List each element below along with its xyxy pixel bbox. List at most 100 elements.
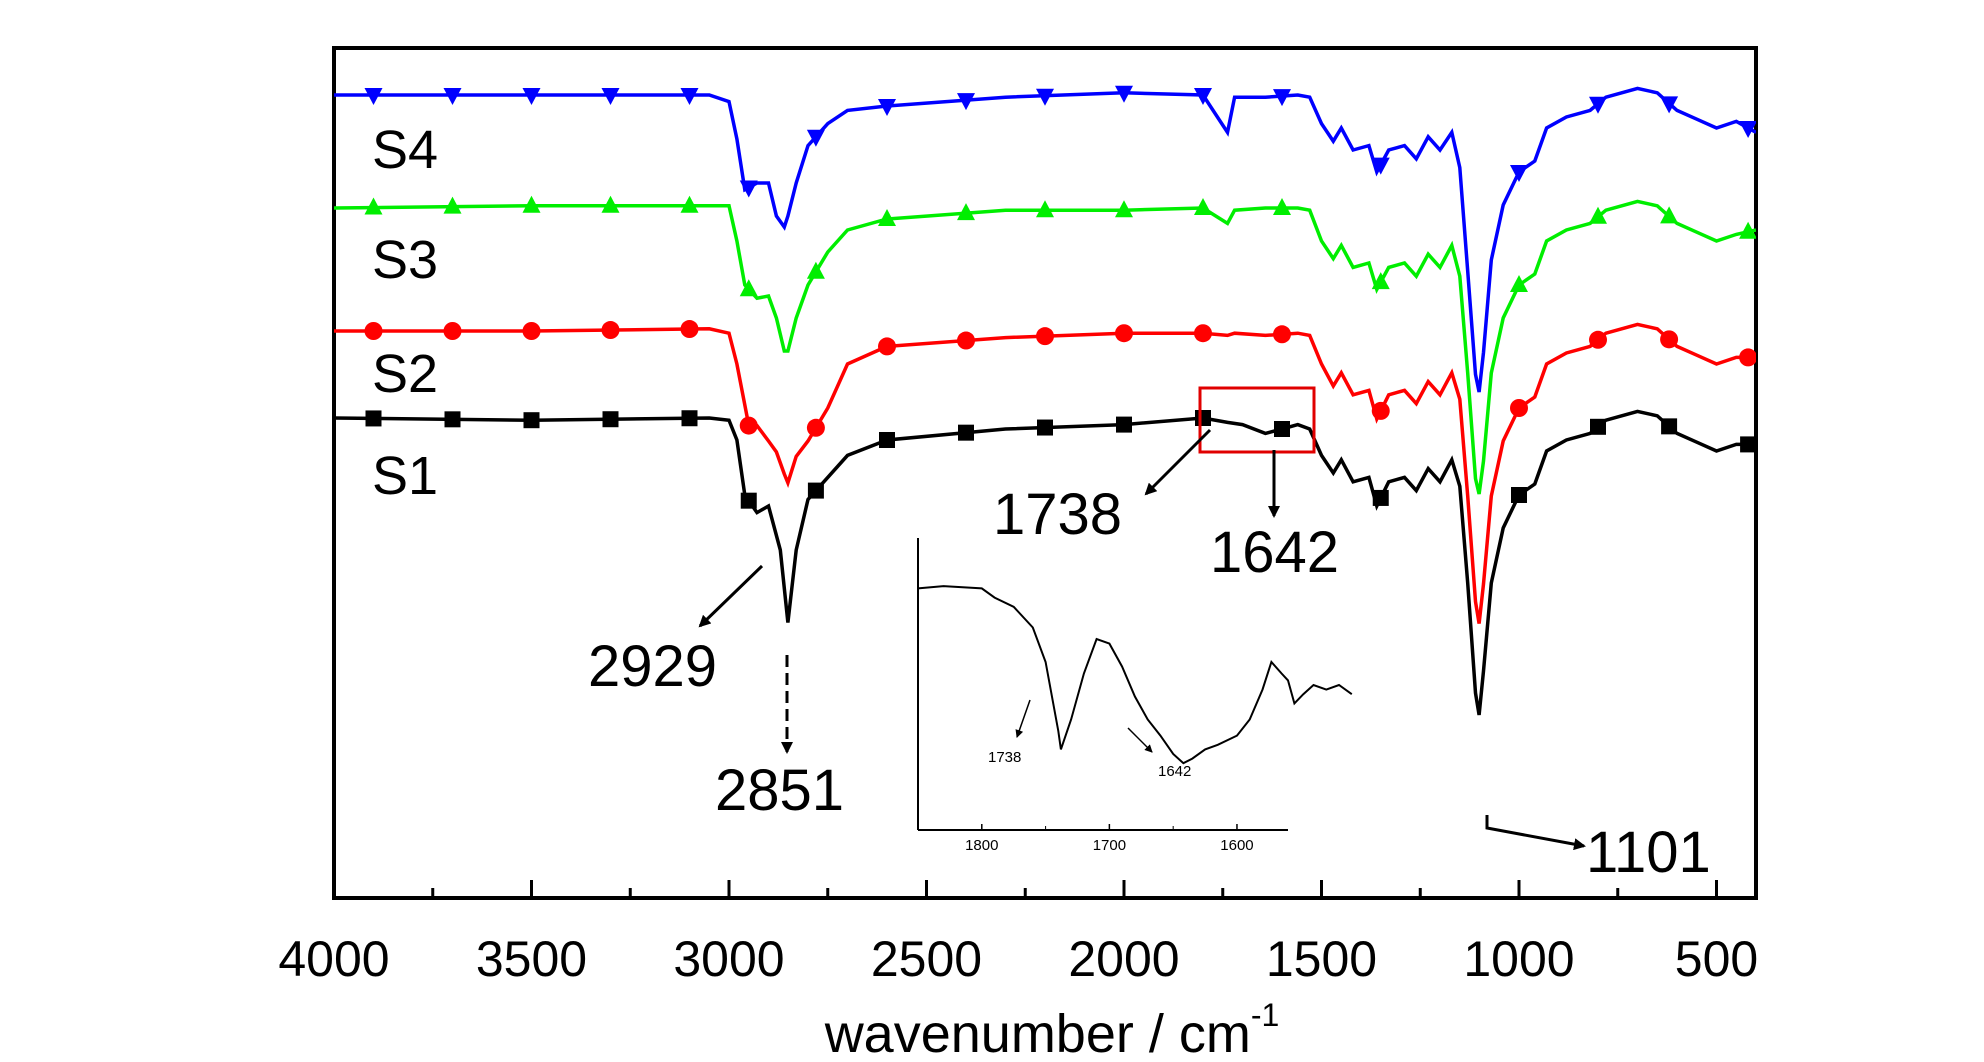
inset-plot: 1800 1700 1600 1738 1642 [917, 538, 1353, 854]
series-layer [334, 86, 1756, 716]
data-marker-s4 [957, 93, 975, 111]
data-marker-s3 [364, 197, 383, 215]
inset-x-tick-label: 1700 [1093, 837, 1126, 854]
data-marker-s4 [1589, 96, 1607, 114]
data-marker-s2 [1739, 348, 1756, 367]
inset-annotation-1738: 1738 [988, 749, 1021, 766]
data-marker-s2 [364, 322, 383, 340]
data-marker-s4 [1510, 165, 1528, 182]
data-marker-s4 [739, 180, 758, 198]
data-marker-s2 [1194, 324, 1212, 343]
inset-x-tick-label: 1600 [1220, 837, 1253, 854]
data-marker-s2 [806, 418, 825, 437]
data-marker-s1 [1037, 419, 1053, 436]
x-axis-title-text: wavenumber / cm [824, 1004, 1251, 1062]
data-marker-s1 [523, 412, 540, 429]
data-marker-s3 [739, 279, 758, 297]
data-marker-s3 [1371, 272, 1390, 290]
highlight-box [1198, 386, 1316, 454]
plot-frame [332, 46, 1758, 900]
series-line-s4 [334, 86, 1756, 393]
data-marker-s1 [444, 411, 461, 428]
data-marker-s1 [1372, 489, 1389, 506]
data-marker-s4 [1273, 89, 1291, 107]
data-marker-s3 [1115, 200, 1133, 218]
data-marker-s3 [522, 195, 541, 213]
data-marker-s1 [1590, 418, 1606, 435]
x-axis-ticks [332, 880, 1718, 898]
data-marker-s4 [522, 88, 541, 105]
data-marker-s4 [1371, 157, 1390, 175]
data-marker-s2 [680, 320, 699, 339]
data-marker-s3 [1036, 200, 1054, 218]
data-marker-s1 [681, 410, 698, 427]
data-marker-s2 [1036, 327, 1054, 346]
data-marker-s1 [740, 492, 757, 509]
data-marker-s2 [1273, 325, 1291, 344]
series-label-s4: S4 [372, 120, 438, 180]
inset-arrow-1642 [1127, 727, 1153, 753]
data-marker-s2 [1115, 324, 1133, 343]
data-marker-s1 [1661, 418, 1678, 435]
annotation-1101: 1101 [1586, 820, 1711, 885]
data-marker-s2 [1510, 399, 1528, 417]
data-marker-s4 [1036, 88, 1054, 106]
series-line-s3 [334, 199, 1756, 495]
series-label-s1: S1 [372, 446, 438, 506]
data-marker-s2 [1371, 401, 1390, 420]
annotation-1738: 1738 [993, 482, 1122, 547]
data-marker-s2 [443, 322, 462, 340]
annotation-2929: 2929 [588, 634, 717, 699]
data-marker-s1 [958, 424, 974, 441]
inset-x-tick-label: 1800 [965, 837, 998, 854]
data-marker-s3 [878, 209, 896, 226]
data-marker-s3 [1589, 206, 1607, 224]
data-marker-s4 [680, 88, 699, 105]
data-marker-s4 [1660, 96, 1679, 114]
data-marker-s2 [957, 331, 975, 350]
data-marker-s3 [806, 261, 825, 279]
data-marker-s1 [879, 432, 895, 448]
x-axis-title-superscript: -1 [1251, 997, 1279, 1033]
data-marker-s2 [739, 416, 758, 435]
data-marker-s2 [878, 337, 896, 356]
x-axis-tick-labels: 4000 3500 3000 2500 2000 1500 1000 500 [278, 931, 1758, 987]
inset-x-tick-labels: 1800 1700 1600 [965, 837, 1254, 854]
data-marker-s4 [1739, 121, 1756, 138]
data-marker-s2 [522, 322, 541, 340]
x-tick-label: 1500 [1266, 931, 1377, 987]
data-marker-s4 [806, 129, 825, 147]
x-tick-label: 2000 [1068, 931, 1179, 987]
data-marker-s3 [1739, 221, 1756, 239]
data-marker-s1 [807, 482, 824, 499]
series-label-s3: S3 [372, 230, 438, 290]
data-marker-s4 [443, 88, 462, 105]
x-tick-label: 3000 [673, 931, 784, 987]
data-marker-s3 [1660, 206, 1679, 224]
arrow-1738 [1144, 428, 1212, 496]
x-tick-label: 4000 [278, 931, 389, 987]
data-marker-s1 [1116, 416, 1132, 433]
x-tick-label: 2500 [871, 931, 982, 987]
inset-x-ticks [981, 824, 1238, 830]
data-marker-s3 [443, 196, 462, 214]
data-marker-s4 [1115, 85, 1133, 103]
annotation-2851: 2851 [715, 758, 844, 823]
inset-series-line [917, 585, 1353, 765]
data-marker-s3 [1194, 198, 1212, 215]
data-marker-s3 [1510, 275, 1528, 292]
marker-layer [364, 85, 1756, 509]
x-tick-label: 3500 [476, 931, 587, 987]
series-label-s2: S2 [372, 344, 438, 404]
data-marker-s2 [1660, 330, 1679, 349]
arrow-1101 [1485, 815, 1586, 851]
data-marker-s4 [1194, 88, 1212, 105]
data-marker-s1 [1740, 436, 1756, 453]
series-line-s1 [334, 409, 1756, 716]
data-marker-s3 [1273, 198, 1291, 215]
data-marker-s2 [1589, 330, 1607, 349]
data-marker-s1 [602, 411, 619, 428]
data-marker-s1 [1195, 410, 1211, 426]
data-marker-s3 [957, 203, 975, 221]
